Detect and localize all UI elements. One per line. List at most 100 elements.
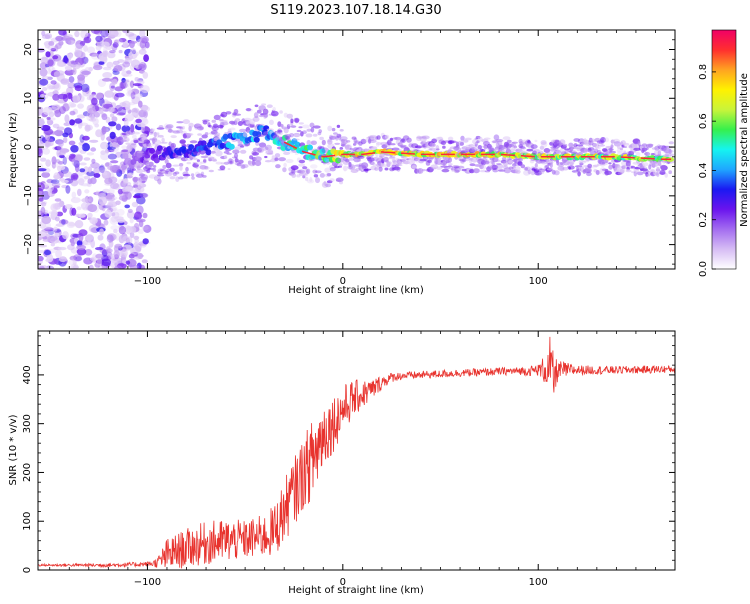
- spectrogram-cell: [90, 30, 101, 34]
- spectrogram-cell: [121, 125, 131, 133]
- spectrogram-cell: [495, 162, 502, 166]
- spectrogram-cell: [111, 116, 118, 122]
- spectrogram-cell: [201, 175, 207, 178]
- spectrogram-cell: [484, 160, 490, 164]
- spectrogram-cell: [278, 157, 286, 162]
- spectrogram-cell: [105, 162, 110, 167]
- spectrogram-cell: [40, 206, 46, 215]
- spectrogram-cell: [72, 174, 79, 180]
- spectrogram-cell: [319, 173, 325, 178]
- spectrogram-cell: [74, 154, 83, 162]
- spectrogram-cell: [632, 150, 637, 153]
- spectrogram-y-tick-label: −10: [23, 185, 34, 206]
- spectrogram-cell: [475, 135, 481, 140]
- spectrogram-cell: [39, 118, 45, 126]
- spectrogram-cell: [109, 164, 120, 174]
- spectrogram-cell: [68, 101, 75, 108]
- spectrogram-cell: [81, 197, 92, 204]
- spectrogram-cell: [539, 145, 545, 150]
- spectrogram-cell: [141, 259, 148, 264]
- spectrogram-cell: [140, 174, 149, 181]
- spectrogram-cell: [83, 157, 91, 161]
- spectrogram-cell: [148, 174, 157, 179]
- spectrogram-cell: [213, 114, 221, 121]
- spectrogram-cell: [233, 113, 242, 116]
- spectrogram-cell: [70, 179, 79, 187]
- spectrogram-cell: [582, 160, 590, 163]
- spectrogram-cell: [108, 106, 115, 113]
- spectrogram-cell: [491, 164, 499, 170]
- spectrogram-cell: [150, 143, 159, 146]
- spectrogram-cell: [296, 174, 301, 178]
- spectrogram-cell: [141, 37, 148, 44]
- spectrogram-ridge-cell: [153, 157, 160, 164]
- spectrogram-cell: [229, 160, 233, 164]
- spectrogram-cell: [38, 200, 48, 205]
- spectrogram-cell: [52, 55, 59, 60]
- spectrogram-cell: [90, 162, 100, 169]
- spectrogram-cell: [122, 42, 129, 48]
- spectrogram-cell: [221, 121, 229, 126]
- spectrogram-cell: [293, 134, 301, 137]
- spectrogram-cell: [218, 118, 224, 122]
- spectrogram-cell: [139, 176, 148, 179]
- spectrogram-cell: [245, 108, 252, 112]
- spectrogram-cell: [132, 83, 142, 87]
- spectrogram-cell: [520, 146, 527, 150]
- spectrogram-cell: [635, 151, 641, 158]
- spectrogram-cell: [409, 147, 417, 152]
- spectrogram-cell: [122, 61, 131, 68]
- spectrogram-cell: [38, 255, 44, 262]
- spectrogram-cell: [93, 173, 101, 178]
- snr-frame: [37, 330, 676, 571]
- spectrogram-cell: [277, 130, 283, 133]
- spectrogram-cell: [309, 177, 313, 183]
- spectrogram-cell: [110, 160, 119, 164]
- spectrogram-cell: [126, 70, 132, 75]
- spectrogram-cell: [367, 157, 375, 162]
- spectrogram-cell: [544, 164, 549, 168]
- spectrogram-cell: [91, 53, 101, 60]
- spectrogram-cell: [95, 92, 104, 100]
- spectrogram-cell: [310, 164, 318, 169]
- spectrogram-cell: [116, 112, 126, 116]
- spectrogram-cell: [138, 264, 146, 269]
- spectrogram-cell: [610, 139, 614, 144]
- spectrogram-cell: [269, 119, 274, 126]
- spectrogram-cell: [597, 144, 606, 147]
- spectrogram-cell: [95, 129, 103, 138]
- spectrogram-cell: [390, 137, 394, 141]
- spectrogram-cell: [101, 125, 107, 135]
- spectrogram-cell: [133, 235, 140, 240]
- spectrogram-cell: [74, 49, 82, 58]
- spectrogram-cell: [109, 131, 116, 140]
- spectrogram-cell: [549, 149, 557, 152]
- spectrogram-cell: [136, 165, 141, 171]
- spectrogram-cell: [298, 159, 306, 164]
- spectrogram-cell: [593, 148, 599, 153]
- spectrogram-cell: [47, 179, 58, 184]
- spectrogram-cell: [45, 51, 51, 58]
- spectrogram-cell: [447, 165, 453, 168]
- spectrogram-cell: [587, 163, 593, 169]
- spectrogram-cell: [122, 235, 131, 244]
- spectrogram-cell: [583, 138, 587, 144]
- spectrogram-cell: [571, 170, 579, 173]
- spectrogram-cell: [623, 150, 627, 155]
- spectrogram-cell: [141, 180, 146, 184]
- spectrogram-cell: [71, 61, 81, 70]
- spectrogram-cell: [105, 246, 111, 253]
- spectrogram-cell: [302, 166, 308, 170]
- spectrogram-cell: [53, 185, 60, 189]
- spectrogram-cell: [200, 155, 209, 159]
- spectrogram-cell: [41, 55, 48, 63]
- spectrogram-cell: [601, 161, 606, 165]
- spectrogram-cell: [193, 157, 198, 161]
- spectrogram-cell: [479, 169, 487, 173]
- spectrogram-cell: [76, 114, 86, 119]
- spectrogram-cell: [87, 196, 94, 204]
- spectrogram-cell: [605, 149, 611, 155]
- spectrogram-cell: [427, 159, 432, 163]
- spectrogram-cell: [90, 227, 99, 233]
